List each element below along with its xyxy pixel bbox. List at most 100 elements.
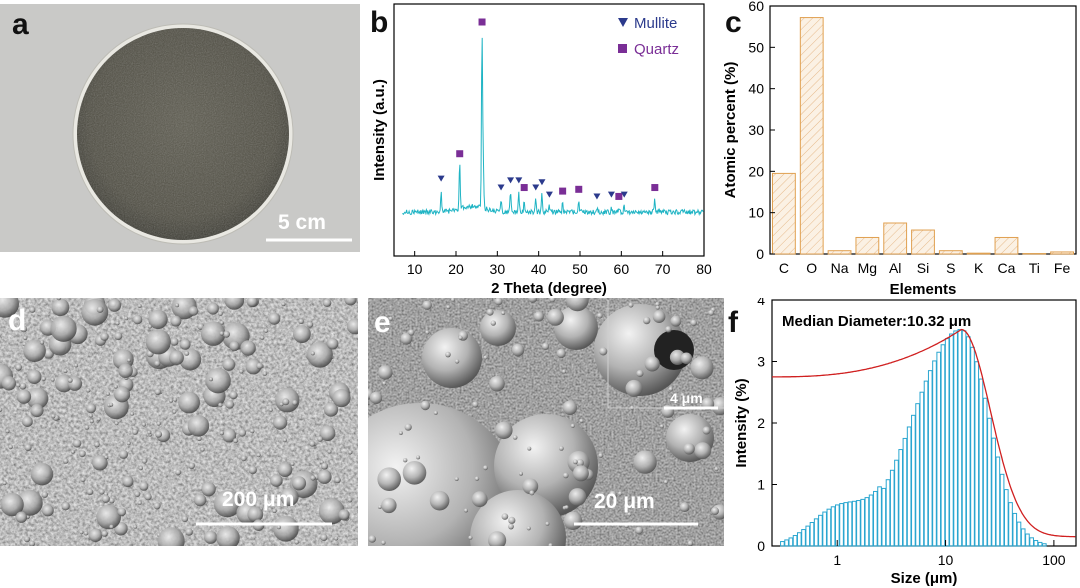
psd-histogram-bar: [1029, 537, 1034, 547]
psd-histogram-bar: [818, 514, 823, 547]
xrd-xtick-label: 80: [696, 261, 712, 277]
psd-histogram-bar: [885, 479, 891, 547]
psd-xtick-label: 100: [1042, 552, 1066, 568]
panel-f: 0 1 2 3 4 1 10 100 Median Diameter:10.32 μm Siz…: [724, 298, 1080, 588]
psd-histogram-bar: [1016, 521, 1022, 547]
panel-label-b: b: [370, 6, 389, 39]
legend-mullite-marker: [618, 18, 628, 27]
quartz-peak-marker: [615, 192, 623, 200]
psd-histogram-bar: [906, 426, 912, 547]
mullite-peak-marker: [507, 177, 515, 184]
psd-ytick-label: 4: [757, 298, 765, 308]
psd-histogram-bar: [873, 490, 878, 547]
atomic-percent-bar: [827, 250, 852, 255]
sample-disc-photo: [72, 23, 352, 245]
panel-label-e: e: [374, 306, 391, 339]
particle-size-chart: 0 1 2 3 4 1 10 100 Median Diameter:10.32 μm Siz…: [733, 298, 1077, 587]
psd-histogram-bar: [851, 500, 857, 547]
scale-bar-a-text: 5 cm: [278, 211, 326, 234]
psd-histogram-bar: [847, 501, 853, 547]
psd-histogram-bar: [1042, 543, 1047, 547]
bar-ytick-label: 50: [748, 39, 764, 55]
bar-ytick-label: 20: [748, 163, 764, 179]
psd-histogram-bar: [949, 333, 954, 547]
xrd-pattern-line: [402, 37, 704, 217]
element-tick-label: Al: [889, 260, 901, 276]
psd-histogram-bar: [1025, 533, 1030, 547]
element-tick-label: Fe: [1054, 260, 1071, 276]
bar-ylabel: Atomic percent (%): [722, 62, 739, 199]
panel-d: d 200 μm: [0, 298, 358, 546]
atomic-percent-bar: [966, 252, 991, 255]
mullite-peak-marker: [532, 184, 540, 191]
atomic-percent-bar: [911, 229, 935, 255]
psd-histogram-bar: [999, 473, 1005, 547]
psd-histogram-bar: [813, 518, 819, 547]
element-tick-label: C: [779, 260, 789, 276]
xrd-xtick-label: 60: [614, 261, 630, 277]
bar-xlabel: Elements: [890, 281, 957, 298]
psd-histogram-bar: [953, 330, 958, 547]
scale-bar-d-text: 200 μm: [222, 488, 295, 511]
bar-ytick-label: 0: [756, 246, 764, 262]
psd-ytick-label: 0: [757, 538, 765, 554]
xrd-xtick-label: 10: [407, 261, 423, 277]
xrd-xtick-label: 20: [448, 261, 464, 277]
psd-histogram-bar: [826, 508, 832, 547]
psd-histogram-bar: [978, 378, 984, 547]
psd-histogram-bar: [1020, 528, 1026, 547]
mullite-peak-marker: [515, 177, 523, 184]
psd-histogram-bar: [881, 487, 887, 547]
psd-histogram-bar: [780, 541, 785, 547]
legend-quartz-marker: [618, 44, 627, 53]
psd-histogram-bar: [809, 522, 815, 547]
element-tick-label: Si: [917, 260, 929, 276]
mullite-peak-marker: [538, 179, 546, 186]
psd-histogram-bar: [788, 537, 794, 547]
psd-histogram-bar: [923, 380, 929, 547]
psd-histogram-bar: [801, 529, 806, 547]
quartz-peak-marker: [456, 150, 464, 158]
psd-histogram-bar: [830, 506, 836, 547]
atomic-percent-bar: [1050, 251, 1074, 255]
element-tick-label: K: [974, 260, 984, 276]
psd-histogram-bar: [868, 494, 874, 547]
psd-histogram-bar: [898, 449, 904, 547]
psd-xtick-label: 1: [833, 552, 841, 568]
sem-image-d: [0, 298, 358, 546]
xrd-plot-frame: [393, 3, 705, 257]
psd-histogram-bar: [1004, 489, 1009, 547]
xrd-ylabel: Intensity (a.u.): [371, 79, 388, 181]
psd-ytick-label: 3: [757, 354, 765, 370]
psd-histogram-bar: [1008, 502, 1013, 547]
psd-histogram-bar: [940, 344, 946, 547]
psd-histogram-bar: [792, 535, 798, 547]
psd-histogram-bar: [835, 504, 840, 547]
psd-histogram-bar: [796, 532, 802, 547]
mullite-peak-marker: [437, 175, 445, 182]
element-tick-label: S: [946, 260, 955, 276]
psd-histogram-bar: [961, 330, 967, 547]
quartz-peak-marker: [520, 184, 528, 192]
psd-fit-curve: [772, 328, 1076, 538]
psd-histogram-bar: [889, 469, 895, 547]
atomic-percent-bar: [855, 236, 880, 255]
psd-histogram-bar: [995, 456, 1001, 547]
psd-histogram-bar: [915, 403, 920, 547]
panel-e: e 4 μm 20 μm: [368, 298, 724, 546]
atomic-percent-bar: [883, 222, 908, 255]
psd-histogram-bar: [974, 361, 980, 547]
legend-quartz-label: Quartz: [634, 41, 679, 58]
xrd-xlabel: 2 Theta (degree): [491, 280, 607, 297]
psd-histogram-bar: [864, 497, 870, 547]
atomic-percent-bar: [772, 172, 796, 255]
atomic-percent-bar: [799, 17, 824, 255]
quartz-peak-marker: [575, 185, 583, 193]
psd-histogram-bar: [927, 370, 933, 547]
element-tick-label: Mg: [858, 260, 877, 276]
quartz-peak-marker: [478, 18, 486, 26]
bar-ytick-label: 40: [748, 81, 764, 97]
psd-histogram-bar: [919, 391, 925, 547]
panel-label-f: f: [728, 306, 738, 339]
psd-histogram-bar: [936, 351, 942, 547]
